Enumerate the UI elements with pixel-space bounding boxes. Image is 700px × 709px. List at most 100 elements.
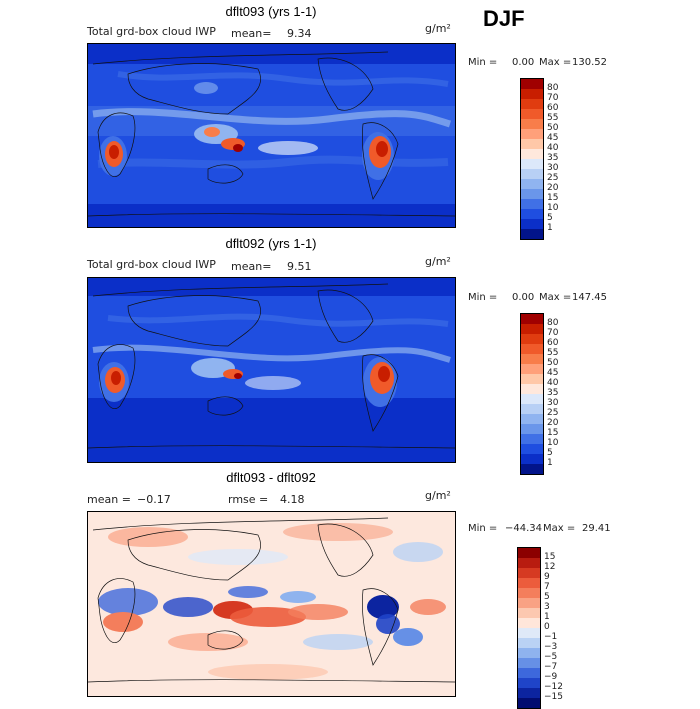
cbar3-swatch	[518, 648, 540, 658]
colorbar-tick-label: 5	[544, 592, 550, 602]
colorbar-tick-label: −1	[544, 632, 558, 642]
cbar2-swatch	[521, 434, 543, 444]
cbar1-swatch	[521, 99, 543, 109]
panel1-subtitle: Total grd-box cloud IWP	[87, 25, 216, 38]
panel1-max-value: 130.52	[572, 57, 607, 68]
cbar1-swatch	[521, 189, 543, 199]
colorbar-tick-label: 1	[544, 612, 550, 622]
cbar2-swatch	[521, 424, 543, 434]
cbar3-swatch	[518, 618, 540, 628]
colorbar-tick-label: 15	[547, 428, 559, 438]
colorbar-tick-label: 25	[547, 408, 559, 418]
colorbar-tick-label: 12	[544, 562, 556, 572]
colorbar-tick-label: −15	[544, 692, 563, 702]
colorbar-tick-label: 10	[547, 438, 559, 448]
panel2-max-value: 147.45	[572, 292, 607, 303]
panel3-min-value: −44.34	[505, 523, 543, 534]
cbar3-swatch	[518, 598, 540, 608]
colorbar-tick-label: 60	[547, 338, 559, 348]
cbar1-swatch	[521, 79, 543, 89]
colorbar-tick-label: 9	[544, 572, 550, 582]
cbar1-swatch	[521, 109, 543, 119]
colorbar-tick-label: 7	[544, 582, 550, 592]
colorbar-tick-label: 40	[547, 143, 559, 153]
colorbar-tick-label: −7	[544, 662, 558, 672]
panel2-mean-label: mean=	[231, 260, 272, 273]
panel1-title: dflt093 (yrs 1-1)	[225, 4, 317, 19]
cbar2-swatch	[521, 374, 543, 384]
colorbar-tick-label: 20	[547, 183, 559, 193]
colorbar-tick-label: 55	[547, 113, 559, 123]
panel3-max-label: Max =	[543, 523, 576, 534]
cbar2-swatch	[521, 334, 543, 344]
panel3-colorbar	[517, 547, 541, 709]
colorbar-tick-label: 5	[547, 213, 553, 223]
panel2-colorbar	[520, 313, 544, 475]
panel2-max-label: Max =	[539, 292, 572, 303]
cbar3-swatch	[518, 668, 540, 678]
cbar1-swatch	[521, 169, 543, 179]
cbar2-swatch	[521, 384, 543, 394]
panel3-colorbar-labels: 15 12 9 7 5 3 1 0 −1 −3 −5 −7 −9 −12 −15	[544, 552, 563, 702]
panel2-title: dflt092 (yrs 1-1)	[225, 236, 317, 251]
colorbar-tick-label: 45	[547, 133, 559, 143]
colorbar-tick-label: −12	[544, 682, 563, 692]
panel1-mean-label: mean=	[231, 27, 272, 40]
cbar2-swatch	[521, 454, 543, 464]
colorbar-tick-label: 10	[547, 203, 559, 213]
cbar3-swatch	[518, 558, 540, 568]
colorbar-tick-label: 20	[547, 418, 559, 428]
panel1-mean-value: 9.34	[287, 27, 312, 40]
panel3-max-value: 29.41	[582, 523, 611, 534]
colorbar-tick-label: 1	[547, 458, 553, 468]
cbar3-swatch	[518, 688, 540, 698]
panel3-rmse-value: 4.18	[280, 493, 305, 506]
cbar1-swatch	[521, 129, 543, 139]
panel2-subtitle: Total grd-box cloud IWP	[87, 258, 216, 271]
cbar2-swatch	[521, 364, 543, 374]
colorbar-tick-label: 30	[547, 163, 559, 173]
panel2-min-label: Min =	[468, 292, 498, 303]
cbar2-swatch	[521, 404, 543, 414]
cbar1-swatch	[521, 199, 543, 209]
cbar3-swatch	[518, 608, 540, 618]
panel2-mean-value: 9.51	[287, 260, 312, 273]
cbar3-swatch	[518, 568, 540, 578]
cbar2-swatch	[521, 314, 543, 324]
colorbar-tick-label: −5	[544, 652, 558, 662]
cbar3-swatch	[518, 678, 540, 688]
cbar3-swatch	[518, 638, 540, 648]
colorbar-tick-label: 30	[547, 398, 559, 408]
panel1-min-label: Min =	[468, 57, 498, 68]
panel1-units: g/m²	[425, 22, 451, 35]
panel2-map	[87, 277, 456, 463]
panel3-rmse-label: rmse =	[228, 493, 269, 506]
cbar2-swatch	[521, 414, 543, 424]
colorbar-tick-label: 70	[547, 328, 559, 338]
colorbar-tick-label: 3	[544, 602, 550, 612]
colorbar-tick-label: 40	[547, 378, 559, 388]
cbar1-swatch	[521, 89, 543, 99]
cbar3-swatch	[518, 628, 540, 638]
cbar2-swatch	[521, 344, 543, 354]
panel2-units: g/m²	[425, 255, 451, 268]
cbar1-swatch	[521, 219, 543, 229]
colorbar-tick-label: 70	[547, 93, 559, 103]
colorbar-tick-label: 35	[547, 388, 559, 398]
panel1-colorbar-labels: 80 70 60 55 50 45 40 35 30 25 20 15 10 5…	[547, 83, 558, 233]
colorbar-tick-label: 35	[547, 153, 559, 163]
panel3-map	[87, 511, 456, 697]
colorbar-tick-label: 25	[547, 173, 559, 183]
cbar2-swatch	[521, 394, 543, 404]
colorbar-tick-label: 50	[547, 358, 559, 368]
cbar2-swatch	[521, 324, 543, 334]
cbar3-swatch	[518, 588, 540, 598]
panel3-mean-value: −0.17	[137, 493, 171, 506]
colorbar-tick-label: 1	[547, 223, 553, 233]
season-label: DJF	[483, 6, 525, 31]
panel3-min-label: Min =	[468, 523, 498, 534]
cbar2-swatch	[521, 354, 543, 364]
colorbar-tick-label: 0	[544, 622, 550, 632]
colorbar-tick-label: 50	[547, 123, 559, 133]
cbar1-swatch	[521, 139, 543, 149]
